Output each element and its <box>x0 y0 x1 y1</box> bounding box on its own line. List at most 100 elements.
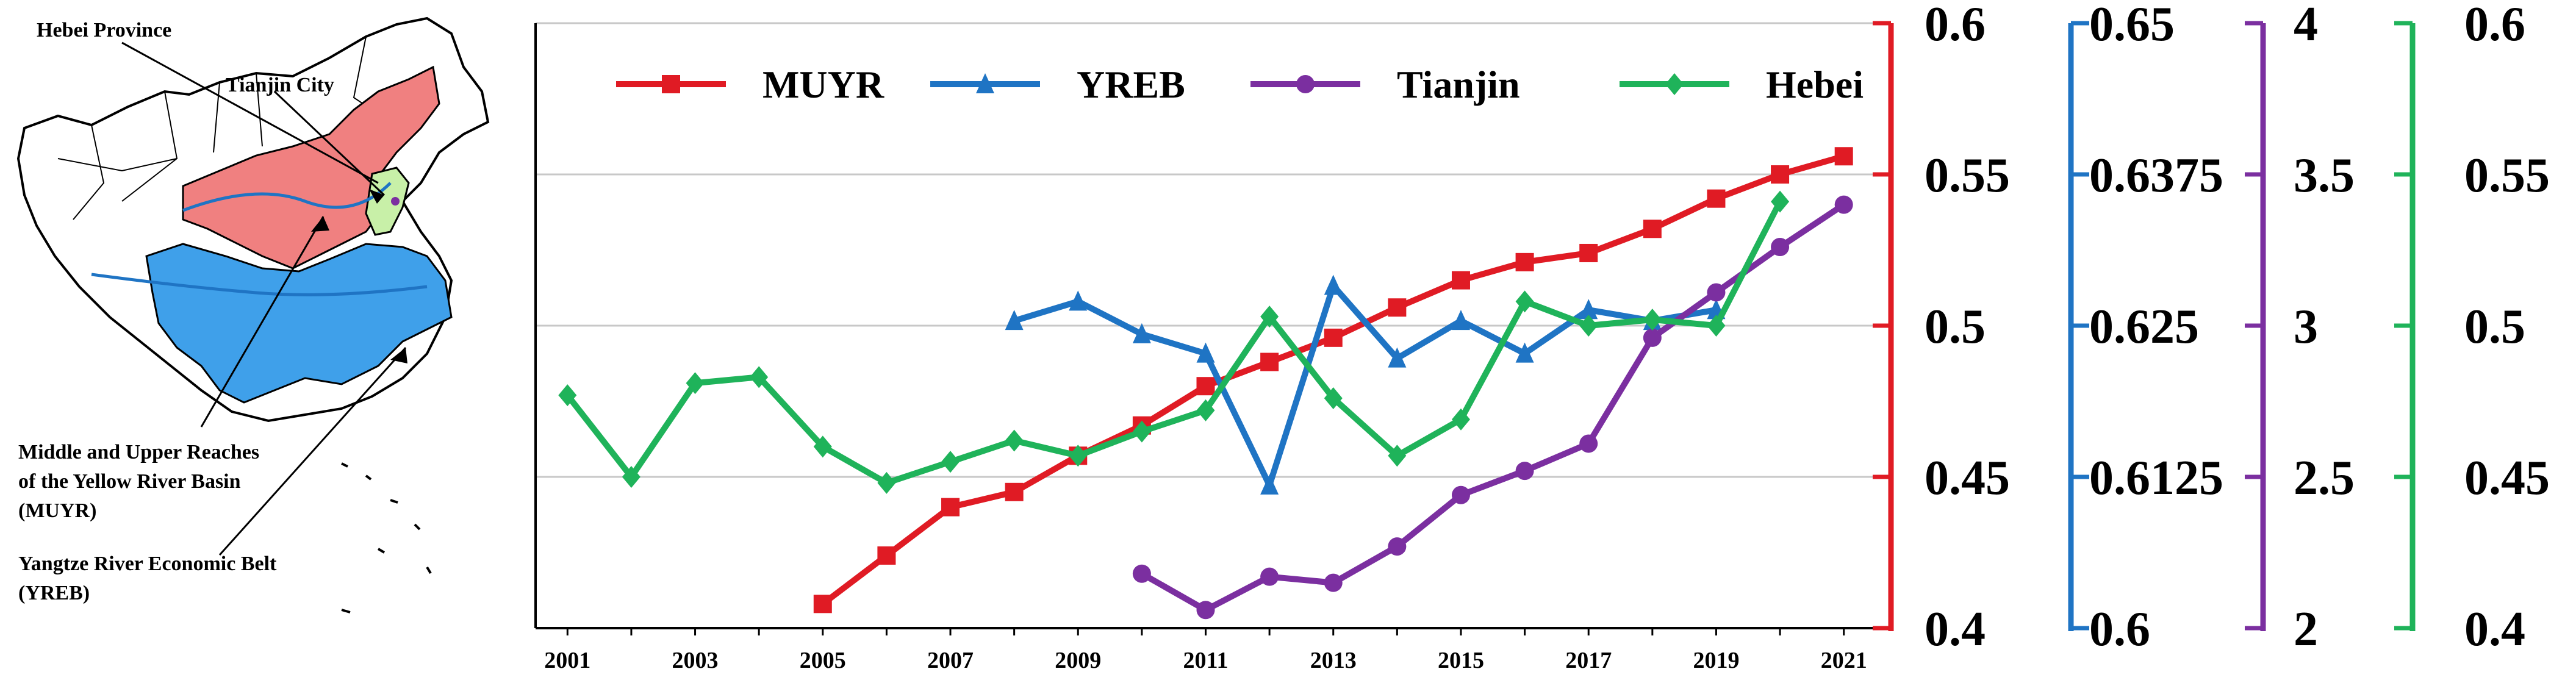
y-tick-label-hebei: 0.55 <box>2464 149 2550 202</box>
point-muyr <box>1771 165 1790 184</box>
point-yreb <box>1451 310 1470 331</box>
china-map: Hebei Province Tianjin City Middle and U… <box>16 16 490 614</box>
muyr-label-3: (MUYR) <box>18 499 96 522</box>
point-hebei <box>1579 315 1598 337</box>
y-tick-label-yreb: 0.625 <box>2089 300 2199 354</box>
yreb-callout-line <box>218 346 407 556</box>
point-tianjin <box>1515 462 1534 481</box>
yellow-river <box>182 182 392 212</box>
point-yreb <box>1260 474 1279 495</box>
y-tick-label-tianjin: 2 <box>2294 603 2318 656</box>
point-hebei <box>1132 420 1151 443</box>
point-muyr <box>1834 147 1853 166</box>
province-borders <box>57 36 391 220</box>
point-hebei <box>1324 387 1343 410</box>
point-hebei <box>1069 445 1088 467</box>
yangtze-river <box>91 273 428 296</box>
muyr-callout-line <box>200 216 325 427</box>
hebei-callout-line <box>121 41 379 184</box>
point-hebei <box>941 451 960 473</box>
yreb-label-1: Yangtze River Economic Belt <box>18 553 277 575</box>
tianjin-callout-arrow <box>369 189 384 204</box>
point-tianjin <box>1643 328 1662 347</box>
hebei-label: Hebei Province <box>37 19 171 41</box>
point-muyr <box>1260 352 1279 371</box>
x-tick-label: 2019 <box>1693 648 1739 673</box>
point-muyr <box>1388 298 1407 317</box>
x-tick-label: 2015 <box>1438 648 1484 673</box>
y-tick-label-muyr: 0.55 <box>1925 149 2010 202</box>
series-line-muyr <box>820 153 1845 607</box>
point-hebei <box>1196 399 1215 421</box>
y-tick-label-muyr: 0.4 <box>1925 603 1986 656</box>
point-hebei <box>1515 290 1534 313</box>
legend-marker-yreb <box>976 73 994 93</box>
point-muyr <box>813 595 832 614</box>
point-hebei <box>1451 408 1470 431</box>
y-tick-label-tianjin: 4 <box>2294 0 2318 51</box>
legend-label-tianjin: Tianjin <box>1397 63 1520 106</box>
point-tianjin <box>1388 537 1407 556</box>
point-tianjin <box>1771 238 1790 257</box>
point-muyr <box>1324 328 1343 347</box>
point-muyr <box>1515 252 1534 271</box>
legend-label-muyr: MUYR <box>762 63 884 106</box>
point-muyr <box>1707 189 1726 208</box>
point-yreb <box>1515 342 1534 363</box>
y-tick-label-hebei: 0.45 <box>2464 451 2550 505</box>
y-tick-label-tianjin: 2.5 <box>2294 451 2355 505</box>
point-hebei <box>686 372 705 395</box>
y-tick-label-hebei: 0.5 <box>2464 300 2525 354</box>
yreb-callout-arrow <box>390 348 407 363</box>
point-yreb <box>1069 290 1088 311</box>
legend-marker-tianjin <box>1296 75 1315 93</box>
y-tick-label-yreb: 0.65 <box>2089 0 2175 51</box>
legend-marker-hebei <box>1665 73 1684 95</box>
y-tick-label-yreb: 0.6375 <box>2089 149 2223 202</box>
hebei-tianjin-region <box>365 166 410 236</box>
point-tianjin <box>1260 567 1279 586</box>
y-tick-label-hebei: 0.4 <box>2464 603 2525 656</box>
tianjin-marker <box>391 197 400 206</box>
line-chart: 2001 2003 2005 2007 2009 2011 2013 2015 2017 2019… <box>534 0 2550 673</box>
point-tianjin <box>1834 195 1853 214</box>
point-hebei <box>813 435 832 458</box>
y-tick-label-tianjin: 3 <box>2294 300 2318 354</box>
x-tick-label: 2021 <box>1821 648 1867 673</box>
tianjin-callout-line <box>273 90 386 196</box>
point-yreb <box>1579 299 1598 320</box>
series-line-hebei <box>565 200 1783 486</box>
point-yreb <box>1196 342 1215 363</box>
point-hebei <box>1707 315 1726 337</box>
point-hebei <box>1388 445 1407 467</box>
point-muyr <box>1005 482 1024 501</box>
point-hebei <box>622 466 640 488</box>
point-muyr <box>941 498 960 517</box>
muyr-label-2: of the Yellow River Basin <box>18 470 241 493</box>
legend-marker-muyr <box>662 75 680 93</box>
coast-islands <box>341 462 432 614</box>
point-hebei <box>1643 309 1662 331</box>
x-tick-label: 2005 <box>800 648 846 673</box>
point-hebei <box>558 384 577 407</box>
legend-label-hebei: Hebei <box>1766 63 1864 106</box>
point-muyr <box>1579 243 1598 262</box>
series-line-yreb <box>1013 282 1717 488</box>
point-tianjin <box>1451 485 1470 504</box>
y-tick-label-muyr: 0.45 <box>1925 451 2010 505</box>
y-tick-label-muyr: 0.6 <box>1925 0 1986 51</box>
point-hebei <box>1260 306 1279 328</box>
point-tianjin <box>1579 434 1598 453</box>
series-line-tianjin <box>1140 202 1846 614</box>
yreb-label-2: (YREB) <box>18 582 90 604</box>
point-muyr <box>877 546 896 565</box>
x-tick-label: 2017 <box>1565 648 1612 673</box>
point-yreb <box>1388 347 1407 368</box>
point-tianjin <box>1132 564 1151 583</box>
muyr-callout-arrow <box>311 216 329 232</box>
y-tick-label-yreb: 0.6125 <box>2089 451 2223 505</box>
point-muyr <box>1451 271 1470 290</box>
point-yreb <box>1005 310 1024 331</box>
x-tick-label: 2003 <box>672 648 719 673</box>
